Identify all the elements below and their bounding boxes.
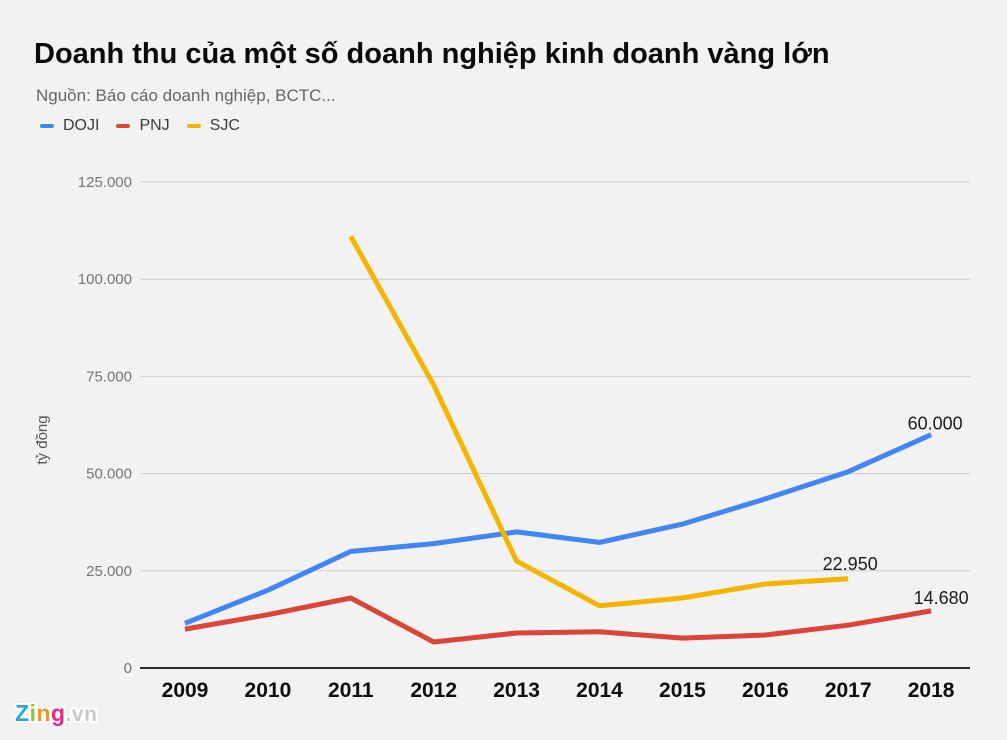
x-tick-label: 2011 <box>328 679 374 702</box>
zing-logo-letter: g <box>51 700 66 726</box>
legend-swatch-doji <box>40 124 54 128</box>
series-line-doji <box>184 432 933 626</box>
zing-logo-letter: n <box>36 700 52 726</box>
x-tick-label: 2013 <box>493 679 540 702</box>
series-line-pnj <box>184 595 932 645</box>
series-line-sjc <box>348 235 849 609</box>
x-tick-label: 2017 <box>825 679 872 702</box>
zing-logo: Zing.vn <box>15 700 97 727</box>
chart-source: Nguồn: Báo cáo doanh nghiệp, BCTC... <box>36 86 336 105</box>
legend-label: SJC <box>209 117 240 134</box>
y-tick-label: 75.000 <box>86 368 132 385</box>
value-label-pnj: 14.680 <box>914 588 969 608</box>
x-tick-label: 2010 <box>245 679 292 702</box>
y-axis-title: tỷ đồng <box>34 415 51 464</box>
legend-item-sjc: SJC <box>186 117 240 135</box>
value-label-doji: 60.000 <box>908 414 963 434</box>
legend-swatch-sjc <box>186 124 201 128</box>
y-tick-label: 25.000 <box>86 563 132 580</box>
legend-label: DOJI <box>63 117 100 134</box>
legend: DOJI PNJ SJC <box>40 117 240 135</box>
x-tick-label: 2014 <box>576 679 623 702</box>
x-tick-label: 2016 <box>742 679 789 702</box>
legend-item-pnj: PNJ <box>116 117 170 135</box>
zing-logo-letter: Z <box>15 700 30 726</box>
y-tick-label: 50.000 <box>86 466 132 483</box>
chart-title: Doanh thu của một số doanh nghiệp kinh d… <box>34 38 830 70</box>
x-tick-label: 2009 <box>162 679 209 702</box>
legend-swatch-pnj <box>116 124 131 128</box>
x-tick-label: 2018 <box>908 679 955 702</box>
legend-item-doji: DOJI <box>40 117 99 135</box>
x-tick-label: 2012 <box>410 679 457 702</box>
x-tick-label: 2015 <box>659 679 706 702</box>
zing-logo-letter: i <box>29 700 37 726</box>
y-tick-label: 125.000 <box>78 174 132 191</box>
y-tick-label: 100.000 <box>78 271 132 288</box>
zing-logo-suffix: .vn <box>65 703 98 726</box>
value-label-sjc: 22.950 <box>823 554 878 574</box>
legend-label: PNJ <box>139 117 170 134</box>
y-tick-label: 0 <box>124 660 132 677</box>
